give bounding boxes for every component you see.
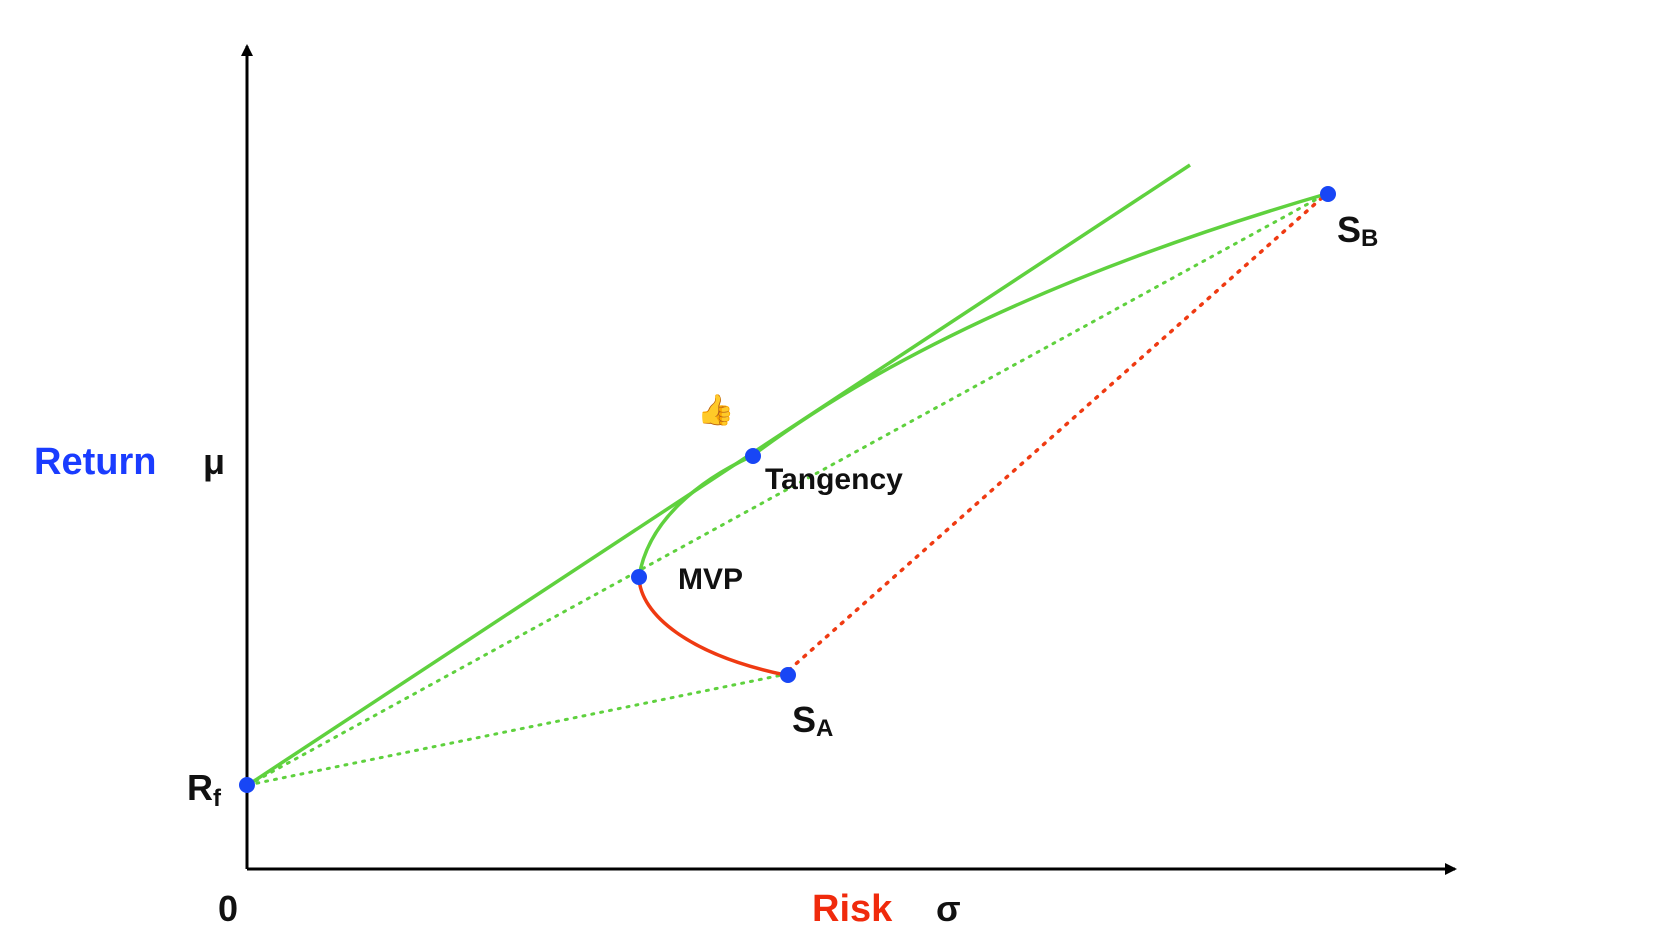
mvp-label: MVP [678,563,743,596]
thumbs-up-icon: 👍 [697,392,734,427]
rf-label-main: R [187,767,213,808]
sa-label-main: S [792,699,816,740]
inefficient-frontier [637,576,786,677]
dotted-rf-to-sb [246,192,1328,787]
rf-label: Rf [187,767,222,812]
sb-label-main: S [1337,209,1361,250]
x-axis-symbol: σ [936,888,961,929]
y-axis-symbol: μ [203,441,225,482]
y-axis-word: Return [34,441,156,483]
point-rf [239,777,255,793]
point-sa [780,667,796,683]
rf-label-sub: f [213,785,222,812]
sb-label: SB [1337,209,1378,252]
dotted-rf-to-sa [246,673,784,787]
dotted-sa-to-sb [787,194,1326,672]
origin-label: 0 [218,888,238,929]
tangency-label: Tangency [765,463,903,496]
efficient-frontier [637,192,1327,578]
x-axis-word: Risk [812,888,893,930]
sa-label: SA [792,699,833,742]
sa-label-sub: A [816,715,833,742]
point-tangency [745,448,761,464]
point-sb [1320,186,1336,202]
point-mvp [631,569,647,585]
sb-label-sub: B [1361,225,1378,252]
